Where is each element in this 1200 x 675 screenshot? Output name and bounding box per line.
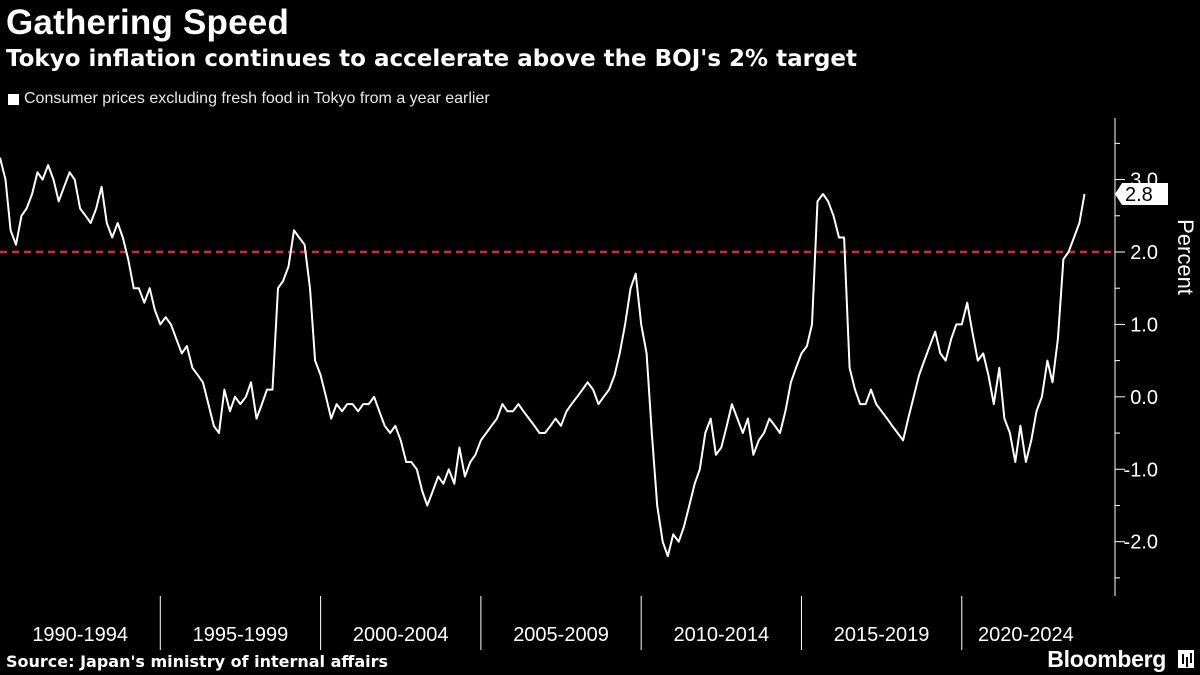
y-tick-label: 1.0 bbox=[1130, 314, 1158, 336]
x-category-label: 2010-2014 bbox=[673, 624, 769, 646]
chart-title: Gathering Speed bbox=[6, 3, 290, 42]
x-category-label: 2005-2009 bbox=[513, 624, 609, 646]
series-line bbox=[0, 157, 1086, 558]
last-value-label: 2.8 bbox=[1125, 184, 1153, 206]
bloomberg-terminal-icon bbox=[1178, 650, 1194, 668]
legend-swatch bbox=[8, 93, 19, 105]
x-category-label: 2000-2004 bbox=[353, 624, 449, 646]
last-value-flag bbox=[1115, 183, 1168, 206]
source-note: Source: Japan's ministry of internal aff… bbox=[6, 652, 389, 671]
y-axis-label: Percent bbox=[1173, 219, 1198, 295]
y-tick-label: -1.0 bbox=[1124, 459, 1158, 481]
chart-subtitle: Tokyo inflation continues to accelerate … bbox=[6, 46, 857, 72]
y-tick-label: 0.0 bbox=[1130, 387, 1158, 409]
legend: Consumer prices excluding fresh food in … bbox=[8, 90, 490, 108]
x-category-label: 2020-2024 bbox=[978, 624, 1074, 646]
x-category-label: 2015-2019 bbox=[834, 624, 930, 646]
y-tick-label: -2.0 bbox=[1124, 532, 1158, 554]
legend-label: Consumer prices excluding fresh food in … bbox=[24, 90, 490, 107]
x-category-label: 1995-1999 bbox=[193, 624, 289, 646]
y-tick-label: 2.0 bbox=[1130, 242, 1158, 264]
x-category-label: 1990-1994 bbox=[32, 624, 128, 646]
bloomberg-logo: Bloomberg bbox=[1047, 646, 1166, 672]
